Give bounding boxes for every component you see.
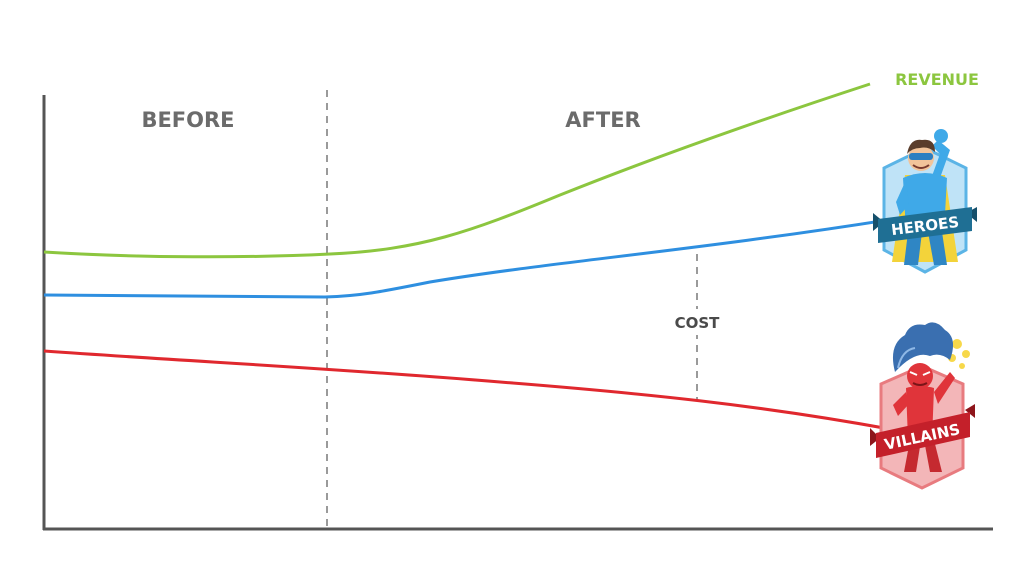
heroes-line [43, 216, 901, 299]
villains-line [43, 349, 896, 432]
after-label: AFTER [565, 108, 640, 132]
cost-label: COST [675, 314, 721, 332]
revenue-label: REVENUE [895, 70, 979, 89]
heroes-banner: HEROES [873, 207, 977, 243]
superhero-mascot-icon [882, 129, 968, 274]
cost-label-bg [668, 309, 726, 335]
villain-mascot-icon [879, 322, 970, 490]
revenue-line [43, 82, 871, 259]
before-label: BEFORE [141, 108, 234, 132]
